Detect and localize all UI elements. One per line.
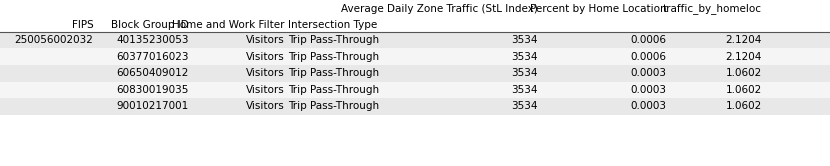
Text: Trip Pass-Through: Trip Pass-Through [288, 85, 379, 95]
Text: Trip Pass-Through: Trip Pass-Through [288, 35, 379, 45]
Text: traffic_by_homeloc: traffic_by_homeloc [662, 3, 762, 14]
Text: Visitors: Visitors [246, 101, 285, 111]
Text: 60830019035: 60830019035 [116, 85, 189, 95]
Text: 0.0003: 0.0003 [630, 101, 666, 111]
Text: 0.0003: 0.0003 [630, 68, 666, 78]
Bar [0, 17, 830, 32]
Bar [0, 0, 830, 17]
Text: 3534: 3534 [511, 101, 538, 111]
Text: 1.0602: 1.0602 [725, 85, 762, 95]
Text: 90010217001: 90010217001 [117, 101, 189, 111]
Text: Average Daily Zone Traffic (StL Index): Average Daily Zone Traffic (StL Index) [340, 4, 538, 14]
Text: Trip Pass-Through: Trip Pass-Through [288, 101, 379, 111]
Text: 1.0602: 1.0602 [725, 68, 762, 78]
Text: 3534: 3534 [511, 68, 538, 78]
Text: Visitors: Visitors [246, 85, 285, 95]
Text: 2.1204: 2.1204 [725, 35, 762, 45]
Text: 1.0602: 1.0602 [725, 101, 762, 111]
Bar [0, 32, 830, 48]
Text: Visitors: Visitors [246, 68, 285, 78]
Text: 3534: 3534 [511, 35, 538, 45]
Bar [0, 65, 830, 82]
Text: Intersection Type: Intersection Type [288, 20, 378, 30]
Text: 0.0006: 0.0006 [630, 35, 666, 45]
Text: 3534: 3534 [511, 85, 538, 95]
Text: Trip Pass-Through: Trip Pass-Through [288, 52, 379, 62]
Text: 2.1204: 2.1204 [725, 52, 762, 62]
Text: 60650409012: 60650409012 [116, 68, 189, 78]
Bar [0, 48, 830, 65]
Text: Trip Pass-Through: Trip Pass-Through [288, 68, 379, 78]
Text: Block Group ID: Block Group ID [111, 20, 189, 30]
Text: 0.0006: 0.0006 [630, 52, 666, 62]
Text: 250056002032: 250056002032 [15, 35, 94, 45]
Text: 60377016023: 60377016023 [116, 52, 189, 62]
Bar [0, 98, 830, 115]
Text: FIPS: FIPS [71, 20, 94, 30]
Text: Home and Work Filter: Home and Work Filter [172, 20, 285, 30]
Text: Percent by Home Location: Percent by Home Location [530, 4, 666, 14]
Text: 0.0003: 0.0003 [630, 85, 666, 95]
Text: Visitors: Visitors [246, 35, 285, 45]
Text: 3534: 3534 [511, 52, 538, 62]
Text: Visitors: Visitors [246, 52, 285, 62]
Bar [0, 82, 830, 98]
Text: 40135230053: 40135230053 [116, 35, 189, 45]
